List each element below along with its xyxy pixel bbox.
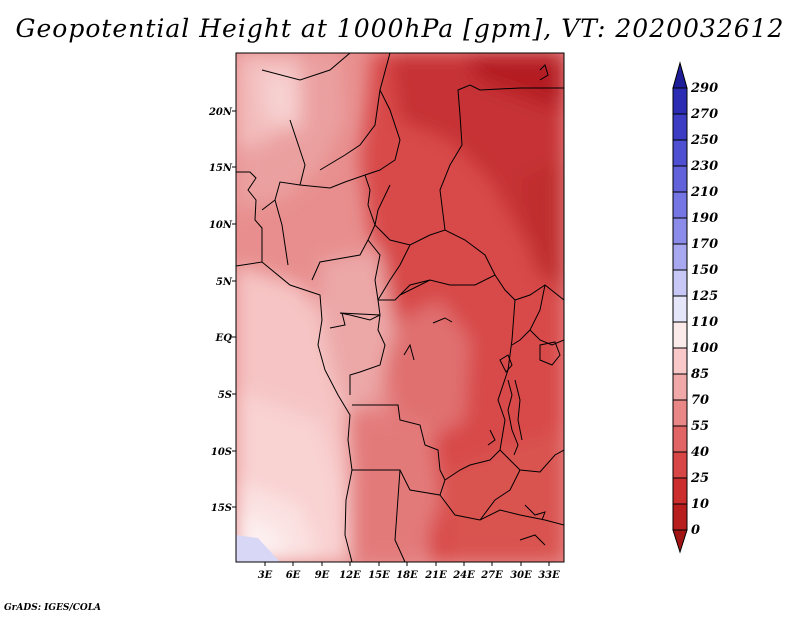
lon-tick-label: 6E [286, 570, 301, 581]
colorbar-label: 70 [691, 393, 709, 408]
lon-tick-label: 30E [510, 570, 532, 581]
colorbar-label: 150 [691, 263, 718, 278]
latitude-axis: 20N 15N 10N 5N EQ 5S 10S 15S [208, 107, 233, 514]
colorbar-segment [672, 295, 688, 323]
colorbar-label: 100 [691, 341, 718, 356]
colorbar-segment [672, 217, 688, 245]
colorbar-label: 10 [691, 497, 709, 512]
lat-tick-label: EQ [215, 333, 233, 344]
lon-tick-label: 18E [396, 570, 418, 581]
colorbar-label: 110 [691, 315, 718, 330]
longitude-axis: 3E 6E 9E 12E 15E 18E 21E 24E 27E 30E 33E [258, 570, 560, 581]
lon-tick-label: 9E [315, 570, 330, 581]
colorbar-label: 55 [691, 419, 709, 434]
colorbar-label: 25 [690, 471, 709, 486]
colorbar-segment [672, 399, 688, 427]
lat-tick-label: 20N [208, 107, 233, 118]
colorbar-segment [672, 165, 688, 193]
colorbar-segment [672, 269, 688, 297]
colorbar-segment [672, 87, 688, 115]
colorbar-segment [672, 321, 688, 349]
colorbar-label: 250 [690, 133, 718, 148]
colorbar-label: 40 [691, 445, 709, 460]
colorbar-segment [672, 373, 688, 401]
colorbar-label: 170 [691, 237, 718, 252]
colorbar-label: 290 [690, 81, 718, 96]
lon-tick-label: 24E [452, 570, 475, 581]
lon-tick-label: 12E [339, 570, 361, 581]
lon-tick-label: 33E [538, 570, 560, 581]
grads-credit: GrADS: IGES/COLA [4, 603, 102, 613]
colorbar-bottom-arrow [672, 529, 688, 554]
lat-tick-label: 15S [211, 503, 232, 514]
colorbar-segment [672, 477, 688, 505]
colorbar-label: 230 [690, 159, 718, 174]
contour-field [236, 53, 564, 562]
colorbar-segment [672, 503, 688, 531]
colorbar-label: 270 [690, 107, 718, 122]
colorbar-top-arrow [672, 61, 688, 89]
colorbar-label: 85 [691, 367, 709, 382]
lon-tick-label: 27E [480, 570, 503, 581]
colorbar-label: 0 [691, 523, 700, 538]
axis-ticks [232, 110, 550, 566]
colorbar-label: 190 [691, 211, 718, 226]
colorbar-label: 125 [691, 289, 718, 304]
colorbar-segment [672, 451, 688, 479]
colorbar [672, 61, 688, 554]
lat-tick-label: 10S [211, 447, 232, 458]
lon-tick-label: 3E [258, 570, 273, 581]
colorbar-segment [672, 113, 688, 141]
lat-tick-label: 5N [216, 277, 233, 288]
colorbar-segment [672, 139, 688, 167]
colorbar-segment [672, 243, 688, 271]
colorbar-labels: 290 270 250 230 210 190 170 150 125 110 … [690, 81, 718, 538]
colorbar-label: 210 [690, 185, 718, 200]
colorbar-segment [672, 347, 688, 375]
colorbar-segment [672, 425, 688, 453]
colorbar-segment [672, 191, 688, 219]
lon-tick-label: 15E [368, 570, 390, 581]
lat-tick-label: 5S [218, 390, 232, 401]
lat-tick-label: 15N [209, 163, 233, 174]
lon-tick-label: 21E [424, 570, 447, 581]
map-frame [235, 52, 565, 563]
lat-tick-label: 10N [209, 220, 233, 231]
country-borders [236, 53, 564, 562]
page-title: Geopotential Height at 1000hPa [gpm], VT… [15, 14, 785, 43]
